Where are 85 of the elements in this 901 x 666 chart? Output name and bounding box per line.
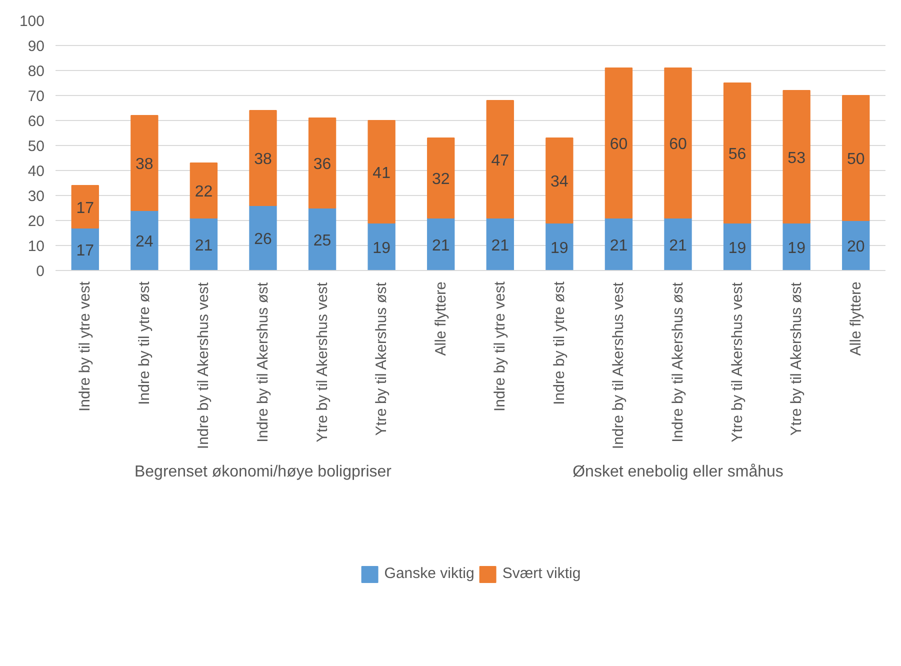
bar [249, 205, 277, 270]
bar [130, 210, 158, 270]
x-tick-label: Indre by til ytre vest [492, 280, 509, 412]
data-label: 32 [432, 171, 450, 188]
bar [723, 82, 752, 224]
data-label: 50 [846, 151, 865, 168]
bar [486, 100, 514, 218]
bar [368, 120, 396, 224]
y-tick-label: 70 [28, 88, 45, 105]
y-tick-label: 80 [28, 63, 45, 80]
bar [249, 110, 277, 206]
bar [723, 222, 752, 270]
bar [604, 68, 633, 218]
data-label: 38 [136, 156, 154, 173]
data-label: 21 [194, 237, 213, 254]
x-tick-label: Indre by til ytre vest [76, 280, 94, 412]
data-label: 34 [550, 174, 568, 190]
bar [427, 138, 455, 218]
x-tick-label: Indre by til ytre øst [550, 280, 568, 405]
y-tick-label: 100 [19, 13, 45, 30]
bar [308, 208, 336, 270]
data-label: 60 [669, 136, 687, 153]
bar [604, 218, 633, 270]
y-tick-label: 60 [28, 113, 45, 130]
bar [368, 222, 396, 270]
data-label: 53 [788, 150, 806, 167]
bar [782, 90, 810, 224]
data-label: 38 [254, 151, 272, 168]
data-label: 41 [372, 164, 391, 182]
x-tick-label: Ytre by til Akershus øst [373, 281, 390, 436]
x-tick-label: Alle flyttere [432, 281, 450, 356]
data-label: 17 [76, 200, 94, 217]
y-tick-label: 40 [28, 163, 45, 180]
x-tick-label: Indre by til Akershus vest [195, 281, 212, 450]
bar [427, 218, 455, 270]
bar [71, 228, 99, 270]
bar [842, 220, 870, 270]
bar [486, 218, 514, 270]
bar [546, 222, 574, 270]
bar [842, 95, 870, 221]
data-label: 36 [313, 156, 332, 173]
bar [782, 222, 810, 270]
y-tick-label: 20 [28, 213, 45, 230]
data-label: 26 [254, 231, 272, 248]
y-tick-label: 90 [28, 38, 45, 55]
data-label: 22 [194, 184, 213, 200]
data-label: 19 [550, 240, 568, 257]
bar [190, 162, 218, 218]
x-tick-label: Indre by til Akershus øst [670, 281, 686, 442]
text: Begrenset økonomi/høye boligpriser [134, 464, 392, 480]
data-label: 21 [432, 237, 450, 254]
data-label: 19 [788, 240, 806, 257]
text: Ønsket enebolig eller småhus [572, 464, 784, 480]
bar [664, 218, 692, 270]
x-tick-label: Ytre by til Akershus vest [728, 281, 746, 442]
bar [190, 218, 218, 270]
data-label: 21 [491, 237, 510, 254]
x-tick-label: Indre by til Akershus vest [610, 281, 628, 450]
x-tick-label: Indre by til Akershus øst [254, 281, 272, 442]
data-label: 24 [136, 234, 154, 250]
x-tick-label: Ytre by til Akershus øst [788, 281, 806, 436]
bar [546, 138, 574, 224]
data-label: 60 [610, 136, 628, 153]
data-label: 19 [372, 240, 391, 257]
data-label: 19 [728, 240, 746, 257]
bar [308, 118, 336, 208]
data-label: 47 [491, 152, 510, 170]
data-label: 17 [76, 242, 94, 260]
bar [71, 185, 99, 228]
data-label: 21 [669, 237, 687, 254]
y-tick-label: 30 [28, 188, 45, 205]
data-label: 21 [610, 237, 628, 254]
y-tick-label: 50 [28, 138, 45, 155]
data-label: 56 [728, 146, 746, 163]
bar [664, 68, 692, 218]
bar [130, 115, 158, 211]
x-tick-label: Ytre by til Akershus vest [314, 281, 331, 442]
legend-label: Svært viktig [502, 565, 581, 582]
y-tick-label: 0 [36, 263, 44, 280]
x-tick-label: Alle flyttere [847, 281, 864, 356]
data-label: 25 [313, 232, 332, 250]
data-label: 20 [846, 238, 865, 256]
y-tick-label: 10 [28, 238, 45, 255]
legend-label: Ganske viktig [384, 565, 474, 582]
x-tick-label: Indre by til ytre øst [136, 280, 153, 405]
